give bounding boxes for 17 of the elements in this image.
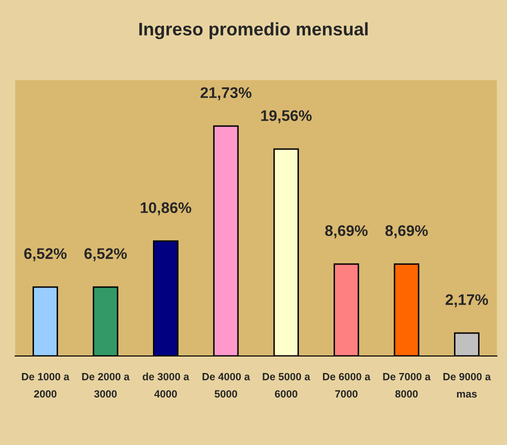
- data-label: 8,69%: [325, 225, 368, 238]
- x-tick-label: De 6000 a 7000: [323, 372, 370, 398]
- data-label: 6,52%: [24, 248, 67, 262]
- x-tick-label: De 2000 a 3000: [82, 372, 130, 398]
- data-label: 8,69%: [385, 225, 428, 238]
- data-label: 2,17%: [446, 294, 488, 308]
- chart-title: Ingreso promedio mensual: [139, 22, 368, 40]
- x-tick-label: De 9000 a mas: [443, 372, 491, 398]
- data-label: 19,56%: [261, 110, 312, 124]
- data-label: 21,73%: [200, 87, 252, 100]
- x-tick-label: de 3000 a 4000: [142, 372, 190, 398]
- data-label: 10,86%: [140, 202, 192, 216]
- x-tick-label: De 5000 a 6000: [262, 372, 310, 398]
- x-tick-label: De 4000 a 5000: [202, 372, 250, 398]
- data-label: 6,52%: [84, 248, 127, 262]
- x-tick-label: De 7000 a 8000: [383, 372, 431, 398]
- x-tick-label: De 1000 a 2000: [22, 372, 70, 398]
